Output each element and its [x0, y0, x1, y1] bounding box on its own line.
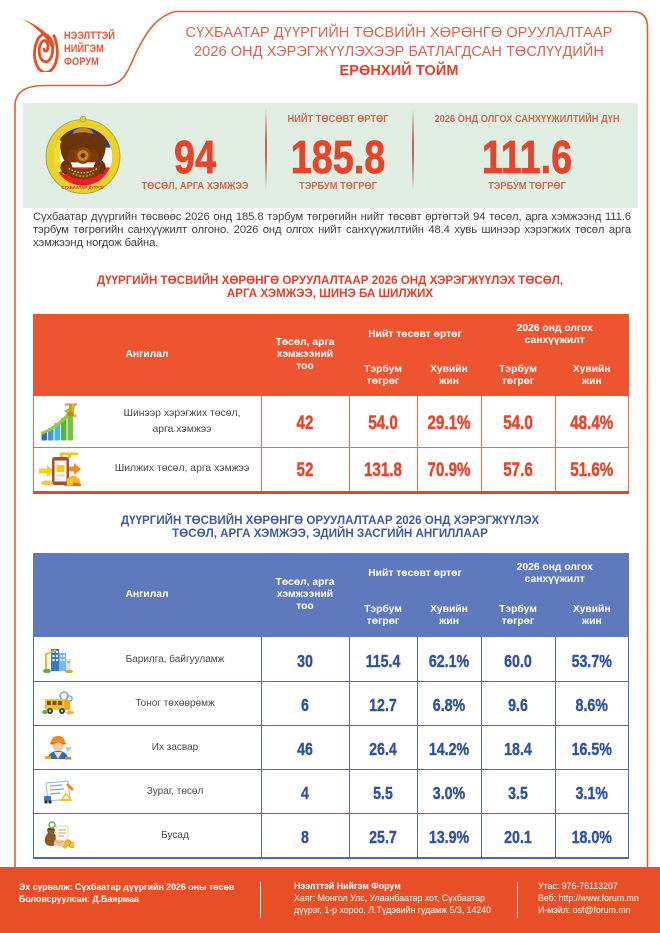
svg-text:СҮХБААТАР ДҮҮРЭГ: СҮХБААТАР ДҮҮРЭГ	[61, 185, 105, 190]
